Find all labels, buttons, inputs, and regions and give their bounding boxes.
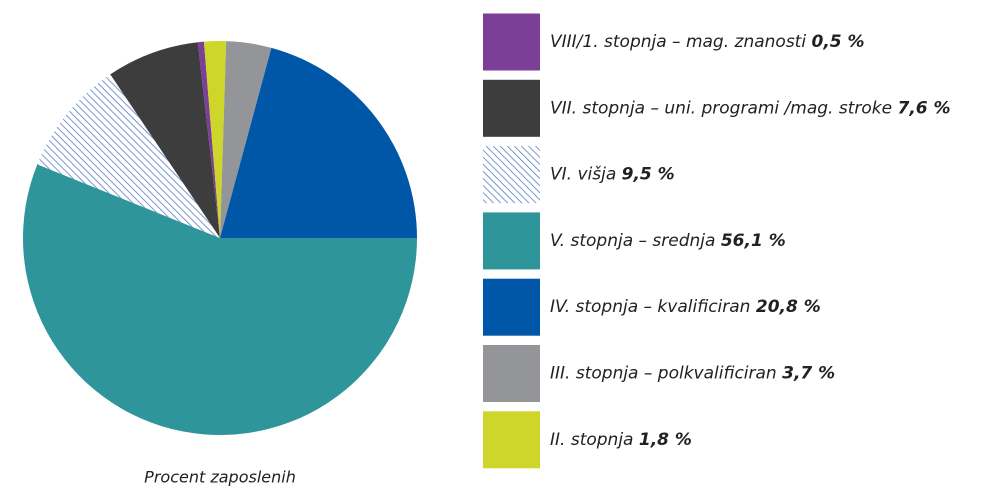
legend-swatch: [483, 278, 540, 336]
legend-swatch: [483, 212, 540, 270]
legend-value: 0,5 %: [811, 32, 864, 52]
legend-value: 7,6 %: [897, 98, 950, 118]
caption: Procent zaposlenih: [144, 468, 296, 487]
legend-swatch: [483, 411, 540, 469]
legend-value: 20,8 %: [756, 297, 821, 317]
legend-value: 56,1 %: [721, 231, 786, 251]
legend-entry: VII. stopnja – uni. programi /mag. strok…: [550, 98, 951, 118]
legend-entry: II. stopnja 1,8 %: [550, 430, 692, 450]
legend-entry: IV. stopnja – kvalificiran 20,8 %: [550, 297, 821, 317]
legend-label: II. stopnja: [550, 430, 633, 450]
pie-slice: [110, 42, 220, 238]
legend-swatch: [483, 345, 540, 402]
pie-slice: [220, 41, 272, 239]
legend-label: VII. stopnja – uni. programi /mag. strok…: [550, 98, 892, 118]
legend-swatch: [483, 13, 540, 71]
pie-slice: [22, 164, 418, 436]
legend-entry: VI. višja 9,5 %: [550, 165, 675, 185]
legend-entry: III. stopnja – polkvalificiran 3,7 %: [550, 364, 835, 384]
legend-value: 1,8 %: [639, 430, 692, 450]
legend-entry: VIII/1. stopnja – mag. znanosti 0,5 %: [550, 32, 865, 52]
legend-value: 3,7 %: [782, 364, 835, 384]
pie-slice: [37, 74, 220, 238]
legend-swatch: [483, 146, 540, 204]
legend-label: III. stopnja – polkvalificiran: [550, 364, 777, 384]
pie-slice: [220, 47, 417, 238]
legend-label: VI. višja: [550, 165, 616, 185]
legend-value: 9,5 %: [622, 165, 675, 185]
legend-entry: V. stopnja – srednja 56,1 %: [550, 231, 786, 251]
pie-slice: [203, 40, 227, 238]
legend-swatch: [483, 79, 540, 137]
pie-slice: [197, 41, 220, 238]
legend-label: IV. stopnja – kvalificiran: [550, 297, 750, 317]
legend-label: V. stopnja – srednja: [550, 231, 715, 251]
legend-label: VIII/1. stopnja – mag. znanosti: [550, 32, 806, 52]
